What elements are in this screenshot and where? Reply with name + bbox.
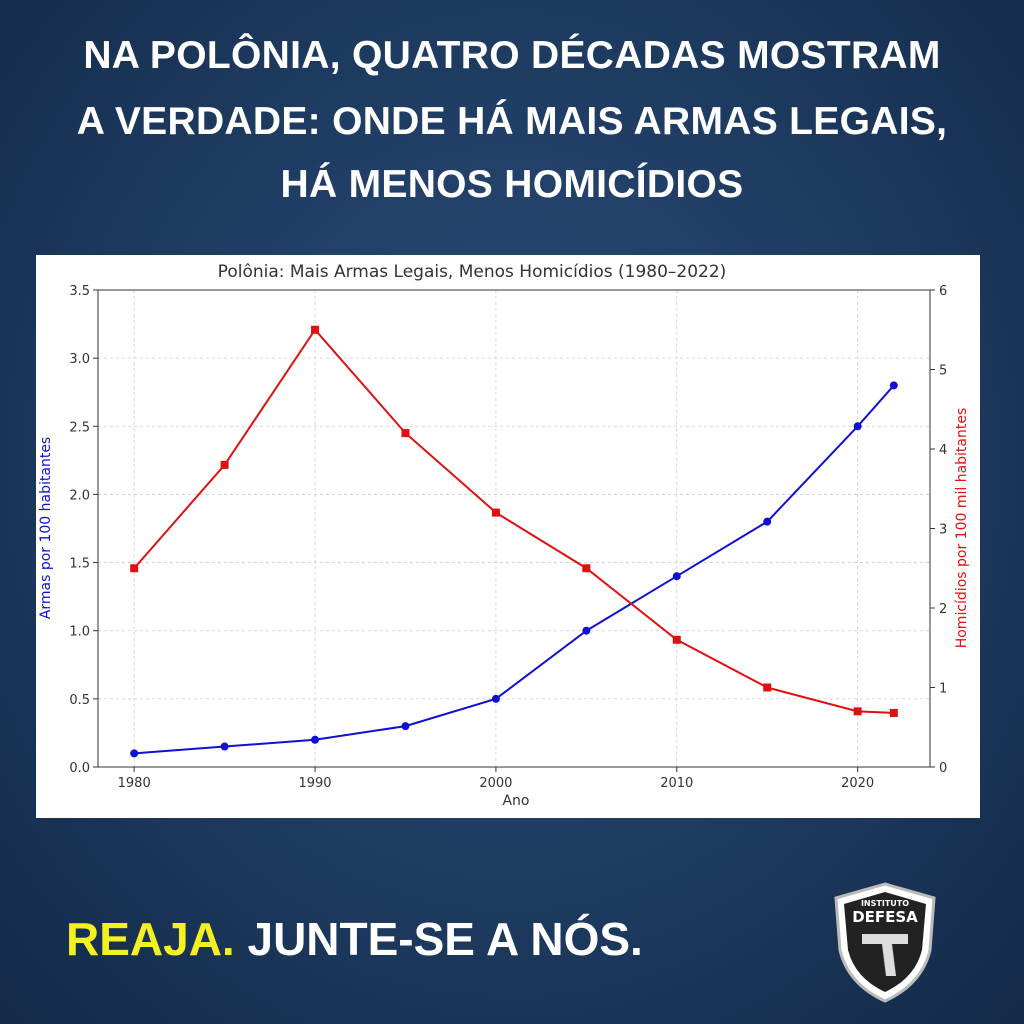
logo: INSTITUTO DEFESA bbox=[834, 882, 936, 1003]
x-tick-label: 1980 bbox=[118, 776, 151, 791]
headline-line: A VERDADE: ONDE HÁ MAIS ARMAS LEGAIS, bbox=[76, 100, 948, 143]
y-tick-label: 0.5 bbox=[69, 693, 90, 708]
y-tick-label: 0.0 bbox=[69, 761, 90, 776]
y-tick-label: 3.0 bbox=[69, 352, 90, 367]
logo-icon bbox=[862, 934, 908, 976]
logo-name: DEFESA bbox=[852, 908, 918, 926]
y2-tick-label: 3 bbox=[939, 523, 947, 538]
y-tick-label: 2.0 bbox=[69, 488, 90, 503]
point-marker bbox=[889, 708, 898, 717]
point-marker bbox=[853, 422, 862, 431]
y2-tick-label: 4 bbox=[939, 443, 947, 458]
headline-line: HÁ MENOS HOMICÍDIOS bbox=[280, 163, 744, 206]
call-to-action: REAJA. JUNTE-SE A NÓS. bbox=[66, 912, 643, 966]
point-marker bbox=[672, 635, 681, 644]
x-tick-label: 2010 bbox=[660, 776, 693, 791]
point-marker bbox=[401, 722, 410, 731]
y-tick-label: 1.0 bbox=[69, 625, 90, 640]
x-tick-label: 1990 bbox=[298, 776, 331, 791]
chart: Polônia: Mais Armas Legais, Menos Homicí… bbox=[36, 255, 980, 818]
point-marker bbox=[491, 508, 500, 517]
point-marker bbox=[311, 735, 320, 744]
x-tick-label: 2000 bbox=[479, 776, 512, 791]
point-marker bbox=[220, 460, 229, 469]
chart-background bbox=[36, 255, 980, 818]
y2-axis-label: Homicídios por 100 mil habitantes bbox=[954, 408, 970, 649]
point-marker bbox=[889, 381, 898, 390]
y2-tick-label: 0 bbox=[939, 761, 947, 776]
cta-highlight: REAJA. bbox=[66, 913, 235, 965]
point-marker bbox=[220, 742, 229, 751]
point-marker bbox=[130, 564, 139, 573]
cta-text: JUNTE-SE A NÓS. bbox=[247, 913, 643, 965]
y-tick-label: 3.5 bbox=[69, 284, 90, 299]
series-line bbox=[133, 328, 894, 714]
y2-tick-label: 5 bbox=[939, 364, 947, 379]
logo-top: INSTITUTO bbox=[861, 899, 909, 908]
point-marker bbox=[491, 694, 500, 703]
y-axis-label: Armas por 100 habitantes bbox=[38, 437, 54, 619]
point-marker bbox=[130, 749, 139, 758]
y2-tick-label: 2 bbox=[939, 602, 947, 617]
point-marker bbox=[311, 325, 320, 334]
y-tick-label: 2.5 bbox=[69, 420, 90, 435]
point-marker bbox=[853, 707, 862, 716]
y2-tick-label: 1 bbox=[939, 682, 947, 697]
point-marker bbox=[401, 429, 410, 438]
headline-line: NA POLÔNIA, QUATRO DÉCADAS MOSTRAM bbox=[83, 34, 941, 77]
point-marker bbox=[582, 564, 591, 573]
point-marker bbox=[672, 572, 681, 581]
x-tick-label: 2020 bbox=[841, 776, 874, 791]
y-tick-label: 1.5 bbox=[69, 557, 90, 572]
plot-frame bbox=[97, 289, 931, 768]
x-axis-label: Ano bbox=[502, 793, 529, 809]
series-line bbox=[134, 384, 895, 755]
chart-title: Polônia: Mais Armas Legais, Menos Homicí… bbox=[218, 262, 727, 282]
point-marker bbox=[582, 626, 591, 635]
y2-tick-label: 6 bbox=[939, 284, 947, 299]
point-marker bbox=[763, 683, 772, 692]
point-marker bbox=[763, 517, 772, 526]
